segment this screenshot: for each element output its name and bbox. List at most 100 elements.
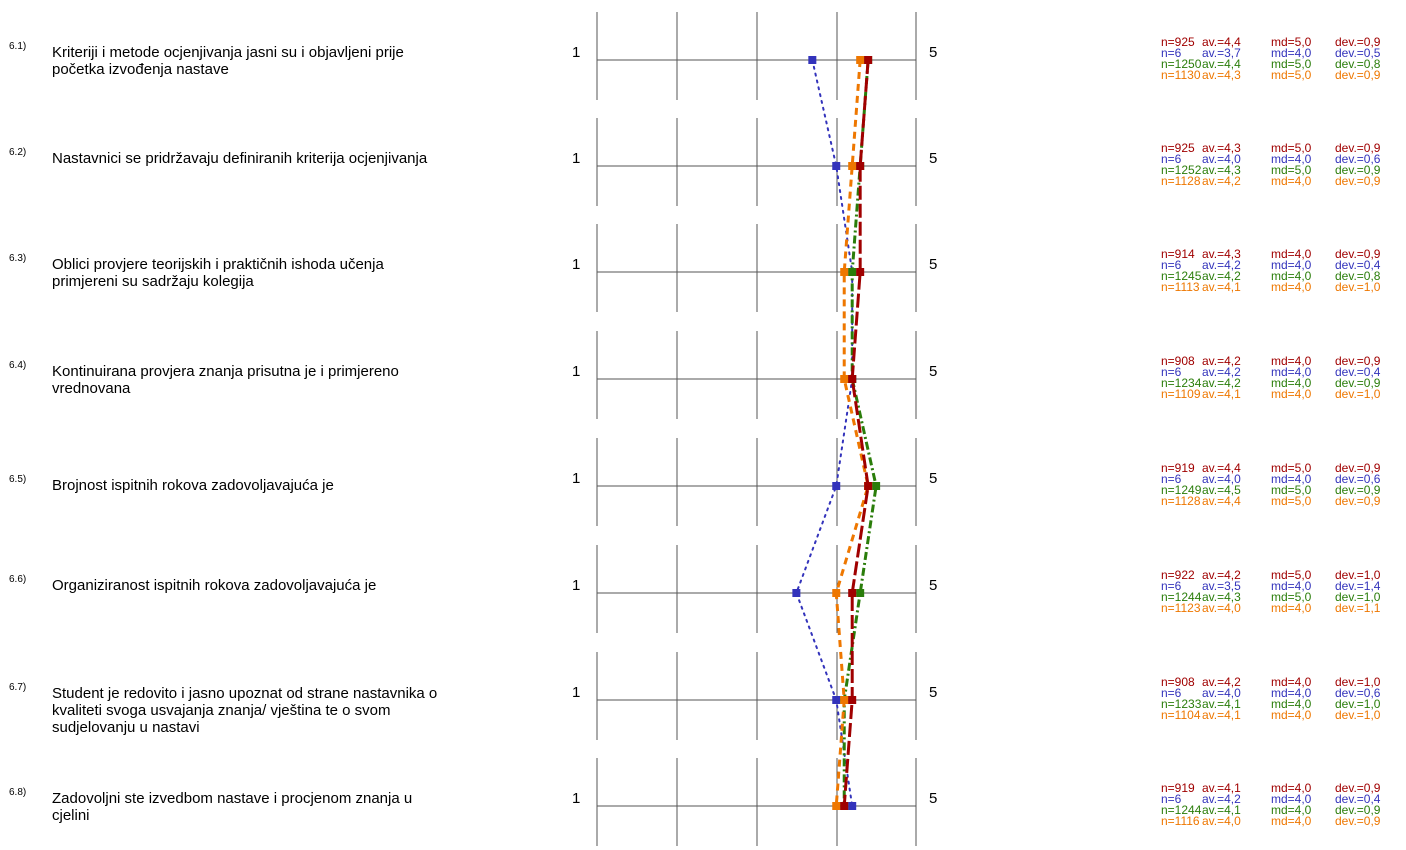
stats-row: n=919 av.=4,1 md=4,0 dev.=0,9 — [1161, 781, 1406, 795]
stat-md: md=4,0 — [1271, 686, 1312, 700]
stat-dev: dev.=0,9 — [1335, 163, 1381, 177]
stat-dev: dev.=0,9 — [1335, 803, 1381, 817]
stats-block: n=925 av.=4,4 md=5,0 dev.=0,9 n=6 av.=3,7 md=4… — [1161, 35, 1406, 82]
series-point — [864, 56, 873, 64]
stat-av: av.=4,2 — [1202, 675, 1241, 689]
series-point — [840, 375, 849, 383]
series-point — [848, 696, 857, 704]
stat-av: av.=4,2 — [1202, 174, 1241, 188]
stats-row: n=1233 av.=4,1 md=4,0 dev.=1,0 — [1161, 697, 1406, 711]
stat-av: av.=4,2 — [1202, 365, 1241, 379]
stat-av: av.=4,4 — [1202, 57, 1241, 71]
stat-md: md=4,0 — [1271, 365, 1312, 379]
stat-dev: dev.=0,6 — [1335, 472, 1381, 486]
stat-md: md=4,0 — [1271, 387, 1312, 401]
stats-block: n=914 av.=4,3 md=4,0 dev.=0,9 n=6 av.=4,2 md=4… — [1161, 247, 1406, 294]
stat-n: n=1116 — [1161, 814, 1200, 828]
stat-av: av.=4,3 — [1202, 247, 1241, 261]
stat-md: md=4,0 — [1271, 354, 1312, 368]
stats-row: n=1128 av.=4,4 md=5,0 dev.=0,9 — [1161, 494, 1406, 508]
stat-dev: dev.=1,0 — [1335, 708, 1381, 722]
series-line — [834, 59, 870, 807]
series-point — [848, 589, 857, 597]
series-point — [832, 802, 841, 810]
stats-block: n=919 av.=4,1 md=4,0 dev.=0,9 n=6 av.=4,2 md=4… — [1161, 781, 1406, 828]
stat-n: n=1233 — [1161, 697, 1202, 711]
question-number: 6.3) — [9, 253, 27, 264]
stat-av: av.=4,2 — [1202, 376, 1241, 390]
question-text: Organiziranost ispitnih rokova zadovolja… — [52, 577, 377, 594]
stat-av: av.=4,1 — [1202, 387, 1241, 401]
stat-dev: dev.=0,6 — [1335, 152, 1381, 166]
stats-row: n=922 av.=4,2 md=5,0 dev.=1,0 — [1161, 568, 1406, 582]
scale-min-label: 1 — [572, 790, 581, 807]
stat-av: av.=4,0 — [1202, 686, 1241, 700]
scale-min-label: 1 — [572, 577, 581, 594]
stats-block: n=908 av.=4,2 md=4,0 dev.=0,9 n=6 av.=4,2 md=4… — [1161, 354, 1406, 401]
stat-av: av.=4,2 — [1202, 568, 1241, 582]
scale-max-label: 5 — [929, 684, 938, 701]
question-text: Kontinuirana provjera znanja prisutna je… — [52, 363, 399, 397]
stat-n: n=6 — [1161, 46, 1182, 60]
stat-md: md=4,0 — [1271, 601, 1312, 615]
scale-max-label: 5 — [929, 44, 938, 61]
stats-row: n=6 av.=4,2 md=4,0 dev.=0,4 — [1161, 258, 1406, 272]
stat-md: md=5,0 — [1271, 590, 1312, 604]
question-number: 6.1) — [9, 41, 27, 52]
stat-n: n=6 — [1161, 152, 1182, 166]
stat-md: md=4,0 — [1271, 46, 1312, 60]
stat-dev: dev.=0,4 — [1335, 258, 1381, 272]
scale-max-label: 5 — [929, 577, 938, 594]
stat-dev: dev.=0,9 — [1335, 174, 1381, 188]
stat-av: av.=4,1 — [1202, 697, 1241, 711]
stat-dev: dev.=0,8 — [1335, 57, 1381, 71]
scale-min-label: 1 — [572, 684, 581, 701]
series-point — [792, 589, 801, 597]
stat-dev: dev.=0,9 — [1335, 494, 1381, 508]
question-text: Student je redovito i jasno upoznat od s… — [52, 685, 438, 736]
stats-row: n=6 av.=4,0 md=4,0 dev.=0,6 — [1161, 686, 1406, 700]
question-number: 6.8) — [9, 787, 27, 798]
stat-dev: dev.=1,0 — [1335, 590, 1381, 604]
stat-n: n=1130 — [1161, 68, 1201, 82]
stat-av: av.=4,4 — [1202, 35, 1241, 49]
stats-row: n=6 av.=3,5 md=4,0 dev.=1,4 — [1161, 580, 1406, 592]
stat-md: md=5,0 — [1271, 494, 1312, 508]
stat-av: av.=4,3 — [1202, 590, 1241, 604]
question-number: 6.4) — [9, 360, 27, 371]
series-point — [832, 696, 841, 704]
series-point — [856, 268, 865, 276]
stats-row: n=1234 av.=4,2 md=4,0 dev.=0,9 — [1161, 376, 1406, 390]
series-point — [856, 589, 865, 597]
stat-n: n=1128 — [1161, 174, 1201, 188]
question-text: Nastavnici se pridržavaju definiranih kr… — [52, 150, 428, 167]
stat-av: av.=4,2 — [1202, 258, 1241, 272]
series-point — [840, 802, 849, 810]
stat-dev: dev.=0,4 — [1335, 365, 1381, 379]
stats-row: n=919 av.=4,4 md=5,0 dev.=0,9 — [1161, 461, 1406, 475]
stat-md: md=5,0 — [1271, 461, 1312, 475]
stat-av: av.=4,3 — [1202, 68, 1241, 82]
stats-row: n=6 av.=4,0 md=4,0 dev.=0,6 — [1161, 472, 1406, 486]
stat-n: n=1128 — [1161, 494, 1201, 508]
stats-row: n=1250 av.=4,4 md=5,0 dev.=0,8 — [1161, 57, 1406, 71]
stat-dev: dev.=0,9 — [1335, 781, 1381, 795]
scale-min-label: 1 — [572, 470, 581, 487]
stat-n: n=6 — [1161, 792, 1182, 806]
stat-dev: dev.=1,0 — [1335, 697, 1381, 711]
stats-row: n=1244 av.=4,3 md=5,0 dev.=1,0 — [1161, 590, 1406, 604]
stat-av: av.=4,1 — [1202, 708, 1241, 722]
stat-n: n=925 — [1161, 141, 1195, 155]
stat-n: n=908 — [1161, 354, 1195, 368]
stat-n: n=1244 — [1161, 590, 1202, 604]
stat-av: av.=4,4 — [1202, 494, 1241, 508]
stat-av: av.=4,1 — [1202, 280, 1241, 294]
question-text: Oblici provjere teorijskih i praktičnih … — [52, 256, 384, 290]
series-point — [848, 375, 857, 383]
stats-row: n=914 av.=4,3 md=4,0 dev.=0,9 — [1161, 247, 1406, 261]
stat-av: av.=4,0 — [1202, 152, 1241, 166]
stat-md: md=4,0 — [1271, 697, 1312, 711]
stats-row: n=1252 av.=4,3 md=5,0 dev.=0,9 — [1161, 163, 1406, 177]
stat-md: md=4,0 — [1271, 269, 1312, 283]
stat-md: md=4,0 — [1271, 675, 1312, 689]
